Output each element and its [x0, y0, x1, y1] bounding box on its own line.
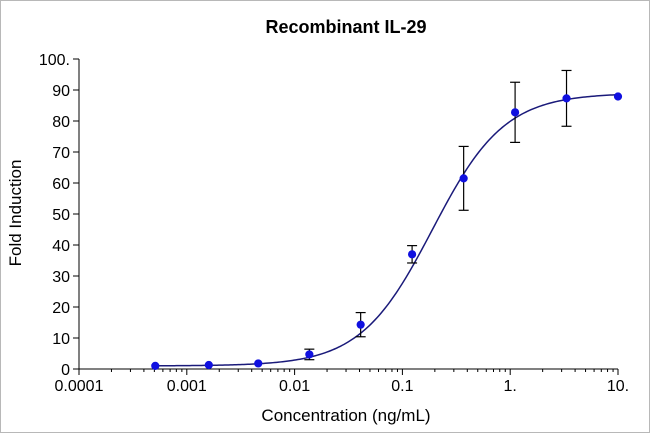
- data-point: [305, 350, 314, 359]
- y-tick-label: 90: [52, 83, 70, 100]
- data-point: [407, 250, 417, 259]
- y-axis-label: Fold Induction: [6, 160, 25, 267]
- data-point: [613, 92, 623, 101]
- y-tick-label: 80: [52, 114, 70, 131]
- x-tick-label: 0.001: [167, 378, 207, 395]
- data-point: [151, 361, 160, 370]
- x-tick-label: 0.1: [391, 378, 413, 395]
- data-point: [562, 94, 571, 103]
- y-tick-label: 0: [61, 362, 70, 379]
- y-tick-label: 100.: [39, 52, 70, 69]
- y-tick-label: 60: [52, 176, 70, 193]
- y-tick-label: 40: [52, 238, 70, 255]
- y-tick-label: 20: [52, 300, 70, 317]
- data-point: [356, 320, 365, 329]
- y-tick-label: 10: [52, 331, 70, 348]
- y-tick-label: 70: [52, 145, 70, 162]
- data-point: [254, 359, 263, 368]
- x-tick-label: 0.0001: [55, 378, 104, 395]
- x-tick-label: 1.: [504, 378, 517, 395]
- x-tick-label: 0.01: [279, 378, 310, 395]
- fit-curve: [155, 93, 619, 367]
- x-axis-label: Concentration (ng/mL): [261, 406, 430, 425]
- y-tick-label: 30: [52, 269, 70, 286]
- data-point: [510, 108, 520, 117]
- data-point: [204, 360, 213, 370]
- data-point: [459, 174, 468, 183]
- chart-title: Recombinant IL-29: [265, 17, 426, 37]
- y-tick-label: 50: [52, 207, 70, 224]
- x-tick-label: 10.: [607, 378, 629, 395]
